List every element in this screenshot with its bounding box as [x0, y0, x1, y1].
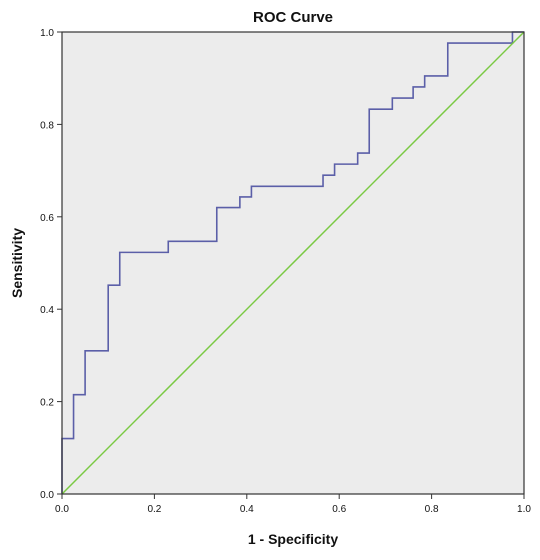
series-layer [61, 31, 525, 495]
x-tick-label: 0.4 [240, 504, 254, 515]
y-tick-label: 1.0 [40, 28, 54, 39]
x-tick-label: 0.2 [147, 504, 161, 515]
y-tick-label: 0.0 [40, 490, 54, 501]
reference-diagonal-line [61, 31, 525, 495]
x-tick-label: 0.0 [55, 504, 69, 515]
x-tick-label: 0.6 [332, 504, 346, 515]
roc-curve-line [61, 31, 524, 494]
y-axis-label: Sensitivity [9, 228, 25, 298]
axis-ticks: 0.0 0.2 0.4 0.6 0.8 1.0 0.0 0.2 0.4 0.6 0.8 1.0 [40, 28, 531, 515]
y-tick-label: 0.2 [40, 398, 54, 409]
x-tick-label: 0.8 [425, 504, 439, 515]
y-tick-label: 0.8 [40, 120, 54, 131]
x-tick-label: 1.0 [517, 504, 531, 515]
y-tick-label: 0.4 [40, 305, 54, 316]
x-axis-label: 1 - Specificity [248, 531, 338, 547]
chart-title: ROC Curve [253, 9, 333, 26]
plot-frame [61, 31, 525, 495]
y-tick-label: 0.6 [40, 213, 54, 224]
